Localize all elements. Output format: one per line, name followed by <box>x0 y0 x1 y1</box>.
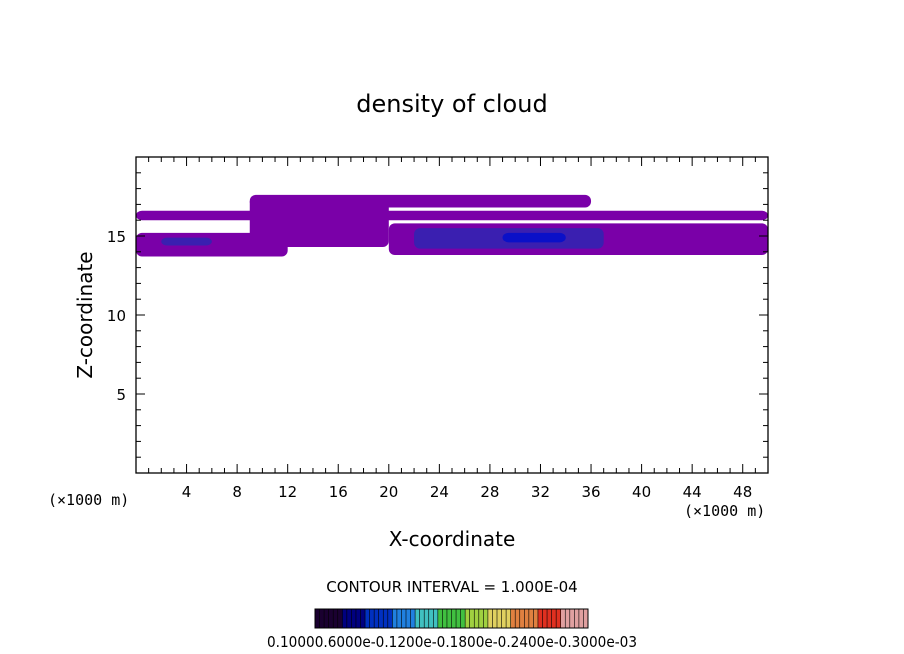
x-tick-label: 4 <box>182 483 192 501</box>
colorbar-segment <box>410 609 416 628</box>
x-unit-left: (×1000 m) <box>48 491 129 509</box>
cloud-regions <box>136 194 768 257</box>
colorbar-segment <box>483 609 489 628</box>
colorbar-segment <box>328 609 334 628</box>
colorbar-segment <box>506 609 511 628</box>
x-tick-label: 36 <box>581 483 600 501</box>
colorbar-segment <box>510 609 516 628</box>
colorbar-segment <box>428 609 434 628</box>
colorbar-segment <box>528 609 534 628</box>
colorbar-segment <box>533 609 539 628</box>
colorbar-segment <box>551 609 557 628</box>
cloud-region-3 <box>249 196 389 248</box>
colorbar-segment <box>569 609 575 628</box>
colorbar-segment <box>324 609 329 628</box>
colorbar-segment <box>415 609 420 628</box>
colorbar-segment <box>437 609 443 628</box>
x-tick-labels: 4 8 12 16 20 24 28 32 36 40 44 48 <box>182 483 752 501</box>
colorbar-segment <box>487 609 493 628</box>
colorbar-segment <box>556 609 561 628</box>
colorbar-segment <box>547 609 552 628</box>
x-tick-label: 12 <box>278 483 297 501</box>
y-tick-label: 15 <box>107 228 126 246</box>
colorbar-segment <box>560 609 566 628</box>
y-tick-label: 10 <box>107 307 126 325</box>
colorbar-segment <box>360 609 366 628</box>
contour-interval-note: CONTOUR INTERVAL = 1.000E-04 <box>326 578 577 596</box>
colorbar-frame <box>314 608 589 629</box>
colorbar-segment <box>319 609 325 628</box>
x-tick-label: 32 <box>531 483 550 501</box>
colorbar-segment <box>542 609 548 628</box>
colorbar-segment <box>433 609 439 628</box>
colorbar-segment <box>383 609 389 628</box>
colorbar-segment <box>346 609 352 628</box>
colorbar-segment <box>442 609 448 628</box>
colorbar-segment <box>333 609 339 628</box>
colorbar-segment <box>387 609 393 628</box>
cloud-region-0 <box>136 210 768 221</box>
colorbar-caption: 0.10000.6000e-0.1200e-0.1800e-0.2400e-0.… <box>267 633 637 651</box>
colorbar-segment <box>374 609 379 628</box>
x-unit-right: (×1000 m) <box>684 502 765 520</box>
y-tick-label: 5 <box>116 386 126 404</box>
colorbar-segment <box>501 609 507 628</box>
colorbar-segment <box>451 609 457 628</box>
colorbar-segment <box>497 609 502 628</box>
x-tick-label: 28 <box>480 483 499 501</box>
colorbar-segment <box>337 609 343 628</box>
colorbar-segment <box>578 609 584 628</box>
colorbar-segment <box>315 609 320 628</box>
chart-title: density of cloud <box>356 90 547 118</box>
colorbar-segment <box>492 609 498 628</box>
colorbar-segment <box>355 609 361 628</box>
colorbar-segment <box>524 609 530 628</box>
colorbar-segment <box>465 609 470 628</box>
colorbar-segment <box>365 609 370 628</box>
colorbar-segment <box>396 609 402 628</box>
x-tick-label: 40 <box>632 483 651 501</box>
cloud-region-7 <box>502 232 566 243</box>
colorbar-segment <box>537 609 543 628</box>
colorbar-segment <box>469 609 475 628</box>
colorbar-segment <box>401 609 407 628</box>
colorbar-segment <box>406 609 411 628</box>
x-tick-label: 8 <box>232 483 242 501</box>
y-axis-label: Z-coordinate <box>73 251 97 378</box>
y-tick-labels: 5 10 15 <box>107 228 126 404</box>
colorbar-segment <box>565 609 571 628</box>
colorbar-segment <box>574 609 580 628</box>
colorbar-segment <box>456 609 461 628</box>
colorbar-segment <box>519 609 525 628</box>
x-axis-label: X-coordinate <box>389 527 516 551</box>
x-tick-label: 20 <box>379 483 398 501</box>
colorbar-segment <box>419 609 425 628</box>
x-tick-label: 24 <box>430 483 449 501</box>
x-tick-label: 16 <box>329 483 348 501</box>
colorbar-segment <box>478 609 484 628</box>
colorbar-segment <box>446 609 452 628</box>
x-tick-label: 48 <box>733 483 752 501</box>
colorbar-segment <box>424 609 430 628</box>
colorbar-segment <box>392 609 398 628</box>
colorbar-segment <box>378 609 384 628</box>
axis-ticks <box>136 157 768 473</box>
colorbar-segment <box>474 609 480 628</box>
colorbar-segment <box>351 609 357 628</box>
colorbar <box>314 608 589 629</box>
colorbar-segment <box>369 609 375 628</box>
colorbar-segment <box>460 609 466 628</box>
colorbar-segment <box>515 609 521 628</box>
cloud-region-5 <box>161 237 212 246</box>
x-tick-label: 44 <box>683 483 702 501</box>
colorbar-segment <box>583 609 589 628</box>
colorbar-segment <box>342 609 348 628</box>
